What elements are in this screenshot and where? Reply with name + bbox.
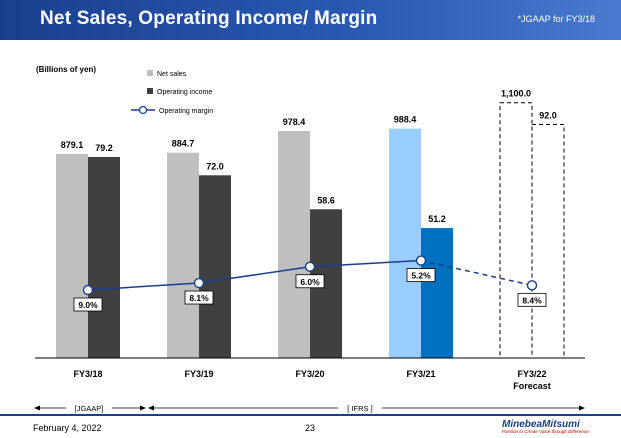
margin-line-segment-3 (420, 259, 533, 287)
net-sales-label-4: 1,100.0 (501, 89, 531, 99)
ifrs-arrow-left (148, 405, 154, 411)
operating-income-bar-0 (88, 157, 120, 358)
margin-label-box-4 (517, 292, 547, 307)
operating-income-bar-4 (531, 124, 565, 359)
margin-label-box-2 (295, 274, 325, 289)
net-sales-bar-3 (389, 128, 421, 358)
page-number: 23 (305, 423, 316, 433)
category-label-1: FY3/19 (184, 369, 213, 379)
operating-income-label-3: 51.2 (428, 214, 446, 224)
logo-wordmark: MinebeaMitsumi (502, 419, 580, 430)
category-label-4: FY3/22 (517, 369, 546, 379)
title-bar: Net Sales, Operating Income/ Margin *JGA… (0, 0, 621, 40)
net-sales-label-0: 879.1 (61, 140, 84, 150)
operating-income-label-2: 58.6 (317, 195, 335, 205)
operating-income-label-1: 72.0 (206, 161, 224, 171)
category-sublabel-4: Forecast (513, 381, 551, 391)
standards-band: [JGAAP] [ IFRS ] (34, 402, 585, 413)
unit-label: (Billions of yen) (36, 65, 96, 74)
margin-label-2: 6.0% (300, 277, 320, 287)
margin-point-1 (193, 277, 205, 289)
margin-point-2 (304, 261, 316, 272)
legend-swatch-net-sales (147, 70, 153, 76)
plot-area: 879.1 79.2 FY3/18 884.7 72.0 FY3/19 978.4 58.6 F… (56, 89, 565, 391)
legend-label-operating-margin: Operating margin (159, 108, 213, 115)
jgaap-label: [JGAAP] (75, 404, 104, 413)
accounting-note: *JGAAP for FY3/18 (517, 14, 595, 24)
legend: Net sales Operating income Operating mar… (131, 70, 213, 115)
margin-point-0 (82, 284, 94, 296)
operating-income-bar-1 (199, 175, 231, 358)
operating-income-label-4: 92.0 (539, 111, 557, 121)
ifrs-label: [ IFRS ] (347, 404, 372, 413)
net-sales-bar-2 (278, 130, 310, 358)
margin-point-3 (415, 255, 427, 266)
ifrs-arrow-right (579, 405, 585, 411)
legend-label-operating-income: Operating income (157, 89, 212, 96)
operating-income-label-0: 79.2 (95, 143, 113, 153)
jgaap-arrow-left (34, 405, 40, 411)
legend-label-net-sales: Net sales (157, 71, 187, 78)
footer-date: February 4, 2022 (33, 423, 102, 433)
margin-label-box-1 (184, 290, 214, 305)
net-sales-bar-1 (167, 152, 199, 358)
margin-label-4: 8.4% (522, 295, 542, 305)
page-title: Net Sales, Operating Income/ Margin (40, 8, 378, 29)
margin-label-box-0 (73, 297, 103, 312)
margin-label-1: 8.1% (189, 293, 209, 303)
margin-label-3: 5.2% (411, 271, 431, 281)
logo-tagline: Passion to Create Value through Differen… (502, 429, 589, 434)
legend-marker-operating-margin (138, 105, 148, 115)
margin-label-0: 9.0% (78, 300, 98, 310)
margin-point-4 (526, 280, 538, 291)
category-label-3: FY3/21 (406, 369, 435, 379)
footer-divider (0, 414, 621, 416)
net-sales-bar-0 (56, 154, 88, 358)
net-sales-label-2: 978.4 (283, 117, 306, 127)
net-sales-label-1: 884.7 (172, 139, 195, 149)
company-logo: MinebeaMitsumi Passion to Create Value t… (502, 419, 602, 434)
margin-line-segment-1 (198, 266, 311, 284)
net-sales-label-3: 988.4 (394, 115, 417, 125)
net-sales-bar-4 (499, 102, 533, 359)
margin-line-segment-0 (87, 282, 200, 291)
margin-line-segment-2 (309, 259, 422, 268)
jgaap-arrow-right (140, 405, 146, 411)
category-label-2: FY3/20 (295, 369, 324, 379)
category-label-0: FY3/18 (73, 369, 102, 379)
legend-swatch-operating-income (147, 88, 153, 94)
operating-income-bar-3 (421, 228, 453, 358)
margin-label-box-3 (406, 268, 436, 282)
